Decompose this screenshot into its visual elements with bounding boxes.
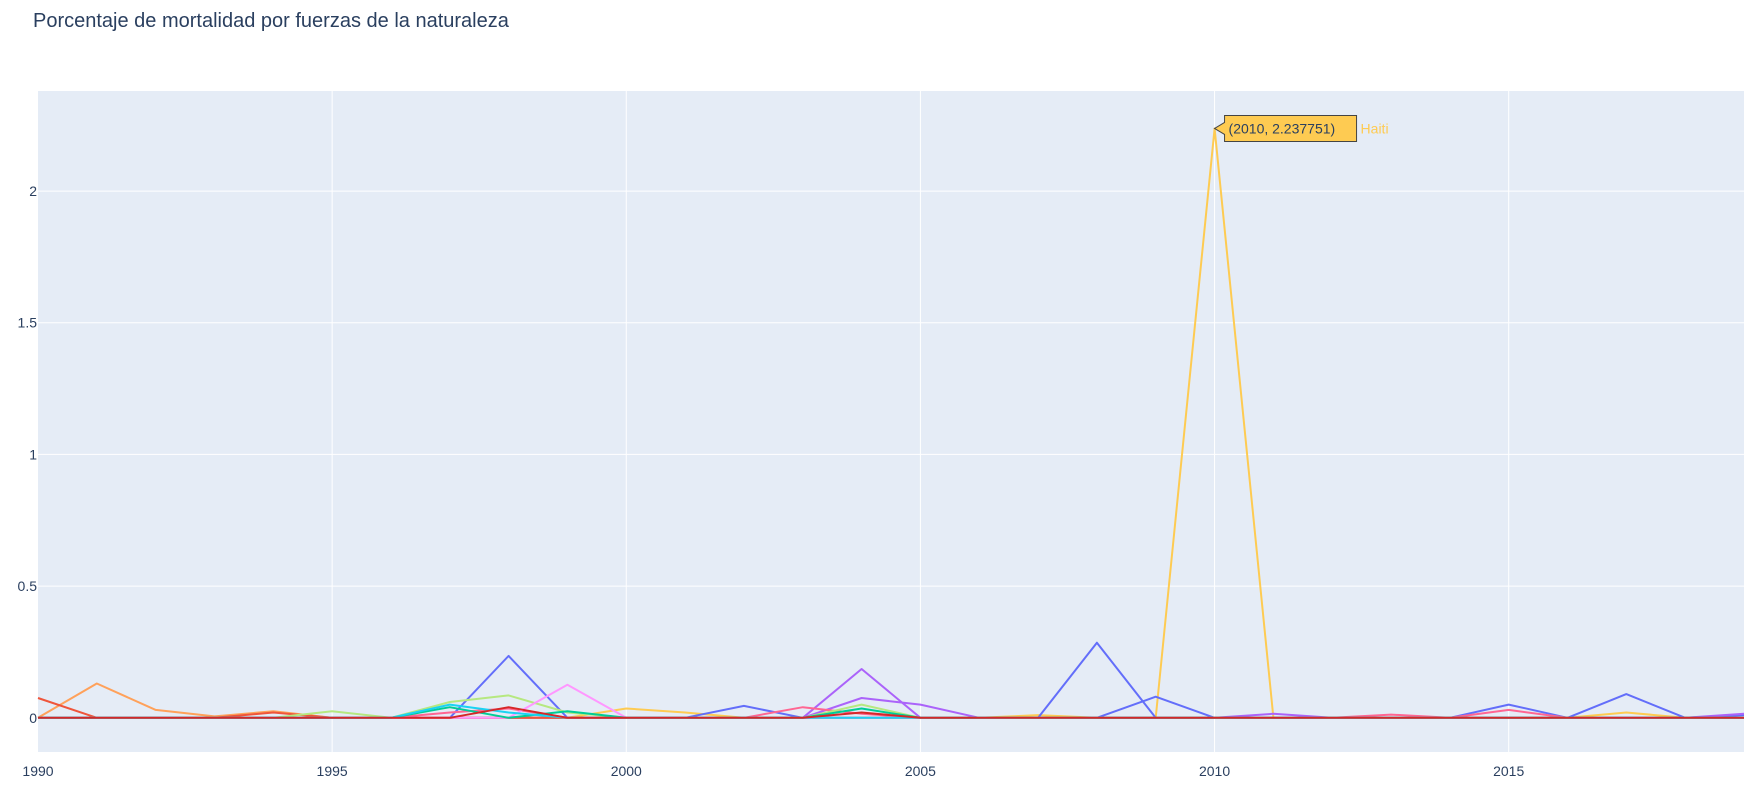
x-tick-label: 1990 [22, 763, 53, 779]
x-tick-label: 2015 [1493, 763, 1524, 779]
x-tick-label: 2005 [905, 763, 936, 779]
hover-series-name: Haiti [1361, 120, 1389, 136]
y-tick-label: 2 [29, 183, 37, 199]
x-tick-label: 2010 [1199, 763, 1230, 779]
y-tick-label: 0 [29, 710, 37, 726]
chart-title: Porcentaje de mortalidad por fuerzas de … [33, 10, 510, 32]
series-line-13[interactable] [38, 706, 1744, 719]
y-tick-label: 0.5 [18, 578, 38, 594]
y-tick-label: 1 [29, 446, 37, 462]
x-tick-label: 1995 [317, 763, 348, 779]
axes: 1990 1995 2000 2005 2010 2015 0 0.5 1 1.5 2 [18, 183, 1525, 779]
y-tick-label: 1.5 [18, 315, 38, 331]
series-layer [37, 127, 1745, 719]
hover-tooltip: (2010, 2.237751) Haiti [1213, 114, 1389, 142]
plot-area [38, 91, 1744, 752]
hover-value-label: (2010, 2.237751) [1229, 120, 1336, 136]
hover-box [1213, 114, 1358, 142]
x-tick-label: 2000 [611, 763, 642, 779]
